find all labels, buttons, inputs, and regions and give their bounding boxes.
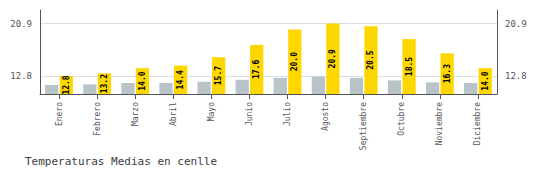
svg-text:Marzo: Marzo <box>131 102 140 126</box>
svg-text:14.0: 14.0 <box>138 71 147 90</box>
svg-text:Noviembre: Noviembre <box>435 102 444 146</box>
svg-text:Temperaturas Medias en cenlle: Temperaturas Medias en cenlle <box>25 155 217 168</box>
svg-text:Abril: Abril <box>169 102 178 126</box>
svg-text:20.0: 20.0 <box>290 52 299 71</box>
svg-text:12.8: 12.8 <box>505 71 527 81</box>
svg-text:12.8: 12.8 <box>62 75 71 94</box>
svg-text:20.9: 20.9 <box>10 19 32 29</box>
svg-text:Junio: Junio <box>245 102 254 126</box>
svg-text:Mayo: Mayo <box>207 102 216 121</box>
svg-text:Julio: Julio <box>283 102 292 126</box>
svg-text:17.6: 17.6 <box>252 60 261 79</box>
svg-text:Agosto: Agosto <box>321 102 330 131</box>
svg-text:20.9: 20.9 <box>328 49 337 68</box>
svg-text:20.5: 20.5 <box>366 50 375 69</box>
svg-text:13.2: 13.2 <box>100 74 109 93</box>
svg-text:Septiembre: Septiembre <box>359 102 368 150</box>
svg-text:Febrero: Febrero <box>93 102 102 136</box>
svg-text:20.9: 20.9 <box>505 19 527 29</box>
svg-text:Diciembre: Diciembre <box>473 102 482 146</box>
svg-text:14.0: 14.0 <box>481 71 490 90</box>
svg-text:18.5: 18.5 <box>405 57 414 76</box>
svg-text:Octubre: Octubre <box>397 102 406 136</box>
svg-text:14.4: 14.4 <box>176 70 185 89</box>
svg-text:15.7: 15.7 <box>214 66 223 85</box>
svg-text:12.8: 12.8 <box>10 71 32 81</box>
svg-text:16.3: 16.3 <box>443 64 452 83</box>
svg-text:Enero: Enero <box>55 102 64 126</box>
